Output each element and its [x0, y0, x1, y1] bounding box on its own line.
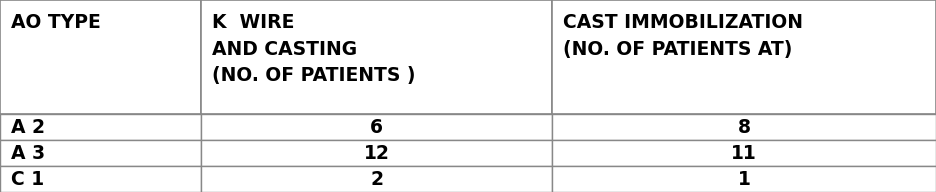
- Bar: [201, 140, 552, 166]
- Bar: [0, 0, 201, 114]
- Bar: [201, 166, 552, 192]
- Text: K  WIRE
AND CASTING
(NO. OF PATIENTS ): K WIRE AND CASTING (NO. OF PATIENTS ): [212, 13, 416, 85]
- Text: A 3: A 3: [11, 144, 45, 163]
- Text: A 2: A 2: [11, 118, 45, 137]
- Text: AO TYPE: AO TYPE: [11, 13, 101, 32]
- Bar: [552, 166, 936, 192]
- Bar: [0, 114, 201, 140]
- Bar: [0, 166, 201, 192]
- Text: 1: 1: [738, 170, 751, 189]
- Text: 2: 2: [371, 170, 383, 189]
- Text: 6: 6: [371, 118, 383, 137]
- Text: 12: 12: [364, 144, 389, 163]
- Text: C 1: C 1: [11, 170, 44, 189]
- Bar: [0, 140, 201, 166]
- Bar: [201, 0, 552, 114]
- Text: 11: 11: [731, 144, 757, 163]
- Text: CAST IMMOBILIZATION
(NO. OF PATIENTS AT): CAST IMMOBILIZATION (NO. OF PATIENTS AT): [563, 13, 803, 59]
- Bar: [552, 140, 936, 166]
- Text: 8: 8: [738, 118, 751, 137]
- Bar: [552, 114, 936, 140]
- Bar: [552, 0, 936, 114]
- Bar: [201, 114, 552, 140]
